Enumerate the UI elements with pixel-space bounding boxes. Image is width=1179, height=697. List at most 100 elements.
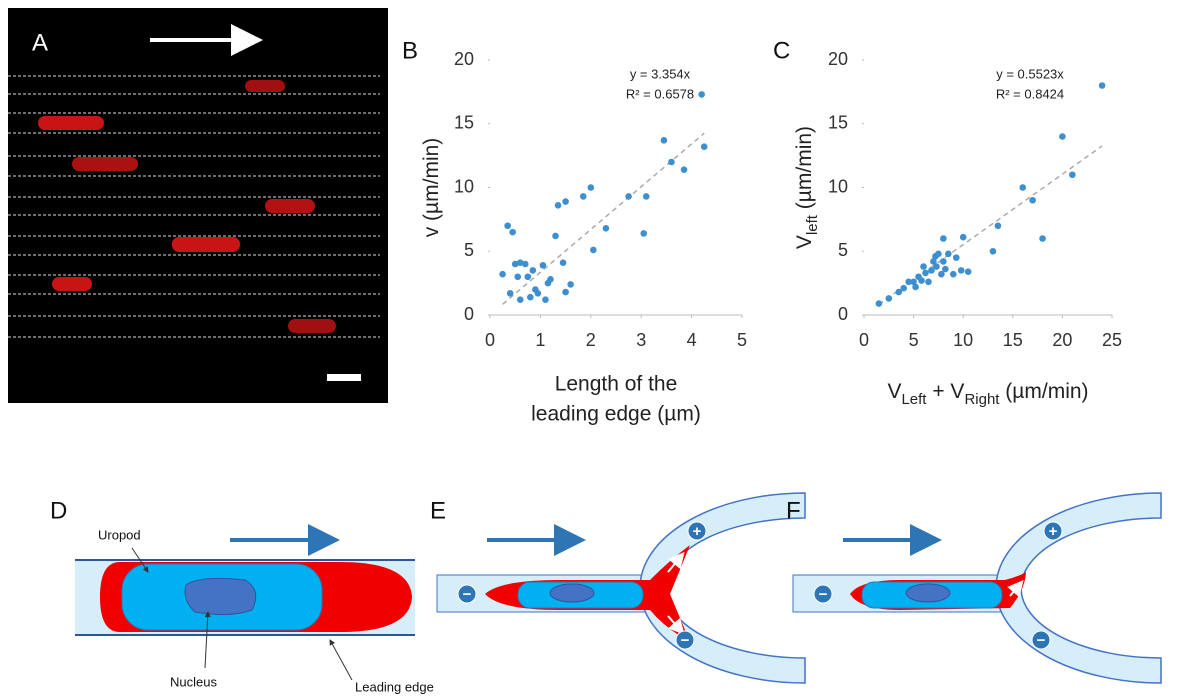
label-part: (µm/min) [999, 380, 1088, 403]
x-tick-label: 4 [687, 330, 697, 350]
equation: y = 3.354x [630, 66, 691, 81]
point [524, 273, 532, 281]
point [529, 267, 537, 274]
label-part: v (µm/min) [420, 138, 443, 238]
panel-label: E [430, 497, 446, 524]
point [534, 290, 542, 297]
y-tick-label: 5 [464, 240, 474, 260]
point [885, 295, 893, 302]
y-tick-label: 15 [828, 113, 848, 133]
panel-label: D [50, 497, 67, 524]
point [925, 278, 932, 286]
sign: − [463, 586, 472, 603]
point [1069, 171, 1076, 179]
axis-label: Vleft (µm/min) [793, 126, 822, 249]
y-tick-label: 0 [464, 304, 474, 324]
point [964, 268, 972, 275]
x-tick-label: 5 [909, 330, 919, 350]
trendline [502, 132, 705, 305]
scatter-chart: 0 5 10 15 20 0 1 2 3 4 5 y = 3.354x R² = 0.6578 v (µm… [420, 49, 747, 426]
point [910, 278, 917, 286]
point [900, 284, 907, 292]
point [942, 265, 949, 273]
point [1039, 235, 1046, 242]
sign: + [1049, 523, 1058, 540]
x-tick-label: 2 [586, 330, 596, 350]
sign: + [693, 523, 702, 540]
point [547, 276, 554, 283]
point [527, 293, 534, 301]
point [920, 263, 927, 270]
point [918, 277, 925, 284]
point [928, 267, 935, 274]
axis-label: Length of the [555, 373, 678, 396]
scatter-chart: 0 5 10 15 20 0 5 10 15 20 25 y = 0.5523x R² = 0.8424… [793, 49, 1122, 409]
point [514, 273, 522, 281]
point [938, 270, 945, 278]
point [640, 230, 648, 237]
diagram-f: − + − [792, 492, 1162, 684]
point [957, 267, 965, 274]
point [509, 228, 516, 236]
sign: − [681, 632, 690, 649]
y-tick-label: 20 [454, 49, 474, 69]
x-tick-label: 25 [1102, 330, 1122, 350]
x-tick-label: 20 [1052, 330, 1072, 350]
point [590, 246, 597, 254]
point [521, 260, 529, 268]
point [945, 250, 952, 258]
label-part: Right [964, 391, 1000, 408]
point [660, 137, 668, 144]
y-tick-label: 20 [828, 49, 848, 69]
point [511, 260, 519, 268]
label: Nucleus [170, 674, 217, 689]
label-part: Left [901, 391, 927, 408]
micrograph: A [8, 8, 388, 403]
sign: − [819, 586, 828, 603]
sign: − [1037, 632, 1046, 649]
x-tick-label: 3 [636, 330, 646, 350]
point [940, 258, 947, 265]
label-part: V [887, 380, 901, 403]
label-part: V [793, 235, 816, 249]
point [668, 158, 675, 166]
point [698, 91, 705, 98]
x-tick-label: 15 [1003, 330, 1023, 350]
axis-label: leading edge (µm) [531, 403, 701, 426]
point [506, 290, 514, 297]
point [562, 198, 569, 205]
point [905, 278, 912, 286]
x-tick-label: 5 [737, 330, 747, 350]
point [1059, 133, 1066, 140]
x-tick-label: 0 [485, 330, 495, 350]
point [516, 259, 524, 267]
point [922, 269, 929, 277]
point [499, 270, 506, 278]
axis-label: v (µm/min) [420, 138, 443, 238]
equation: y = 0.5523x [996, 66, 1064, 81]
point [579, 193, 587, 200]
label-part: + V [926, 380, 964, 403]
point [1029, 196, 1036, 204]
point [940, 235, 947, 242]
point [933, 263, 940, 270]
point [562, 288, 569, 296]
y-tick-label: 15 [454, 113, 474, 133]
point [567, 281, 574, 288]
point [642, 193, 650, 200]
x-tick-label: 10 [953, 330, 973, 350]
point [625, 193, 632, 200]
point [559, 259, 567, 267]
point [959, 233, 967, 241]
y-tick-label: 0 [838, 304, 848, 324]
label: Uropod [98, 527, 141, 542]
point [554, 202, 562, 209]
axis-label: VLeft + VRight (µm/min) [887, 380, 1088, 409]
label-part: left [804, 214, 821, 235]
point [949, 270, 957, 278]
point [994, 222, 1002, 230]
point [504, 222, 511, 230]
point [935, 250, 942, 258]
point [680, 166, 688, 173]
